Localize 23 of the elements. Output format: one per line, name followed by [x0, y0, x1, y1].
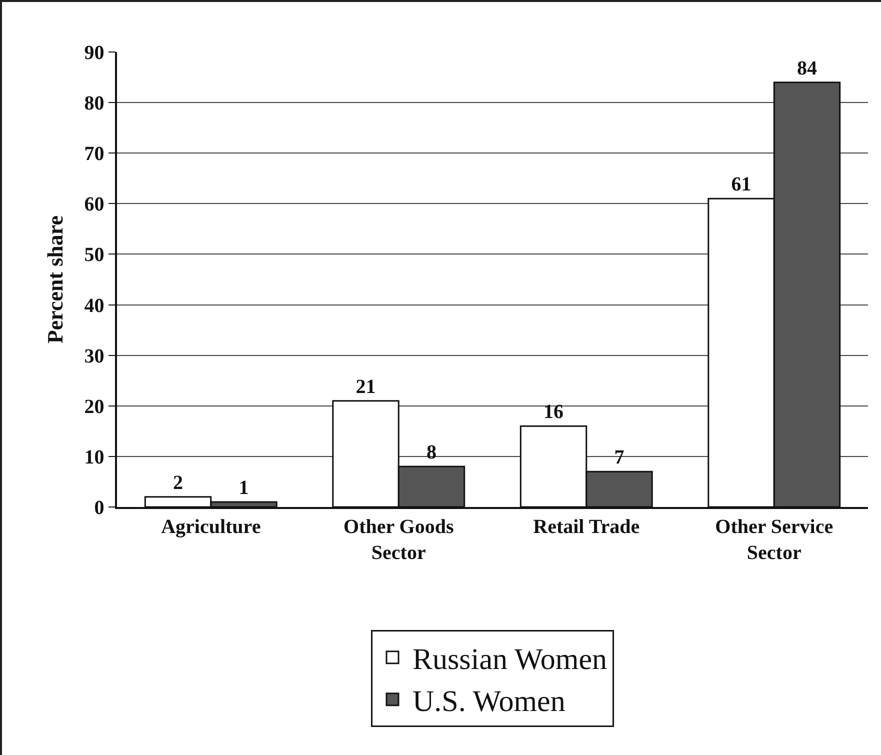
- x-tick-label: Agriculture: [161, 516, 261, 538]
- data-label: 61: [731, 174, 752, 196]
- y-tick-label: 60: [84, 194, 104, 216]
- x-tick-label: Retail Trade: [533, 516, 640, 538]
- legend-label: Russian Women: [412, 643, 608, 676]
- data-label: 84: [796, 57, 817, 80]
- y-tick-label: 20: [84, 396, 104, 418]
- y-tick-label: 80: [84, 92, 104, 115]
- y-tick-label: 70: [84, 143, 104, 166]
- data-label: 21: [356, 376, 376, 398]
- y-tick-label: 90: [84, 42, 104, 64]
- data-label: 2: [173, 472, 184, 494]
- y-tick-label: 30: [84, 345, 104, 368]
- x-tick-label: Other Service Sector: [715, 516, 834, 564]
- data-label: 16: [544, 401, 564, 424]
- y-axis-title: Percent share: [42, 215, 68, 344]
- data-label: 1: [238, 476, 249, 499]
- y-tick-label: 50: [84, 244, 104, 266]
- x-tick-label: Other Goods Sector: [344, 516, 454, 564]
- y-tick-label: 40: [84, 294, 104, 317]
- y-tick-label: 0: [94, 497, 104, 519]
- legend-label: U.S. Women: [412, 685, 566, 718]
- y-tick-label: 10: [84, 446, 104, 468]
